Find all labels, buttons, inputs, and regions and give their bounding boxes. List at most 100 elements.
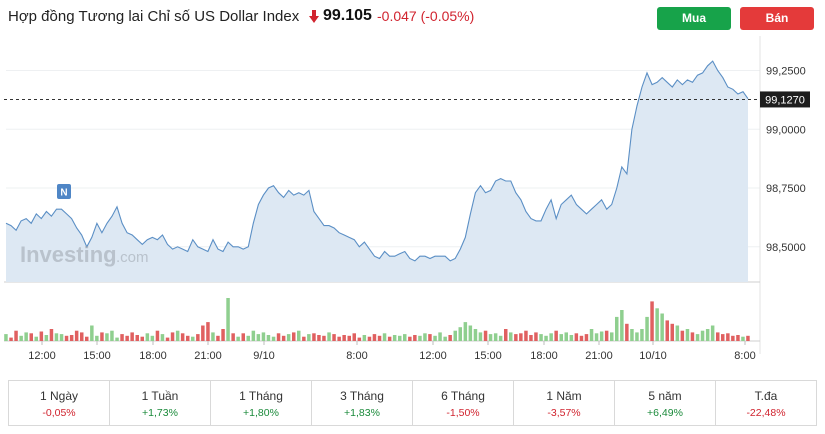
volume-bar: [312, 333, 316, 341]
volume-bar: [675, 325, 680, 341]
volume-bar: [746, 335, 750, 341]
volume-bar: [493, 333, 498, 341]
x-tick-label: 21:00: [585, 350, 613, 362]
performance-bar: 1 Ngày -0,05% 1 Tuần +1,73% 1 Tháng +1,80% …: [8, 380, 817, 426]
volume-bar: [271, 336, 276, 341]
y-tick-label: 98,5000: [766, 242, 806, 254]
volume-bar: [665, 320, 669, 341]
volume-bar: [392, 335, 397, 341]
volume-bar: [710, 325, 715, 341]
y-tick-label: 98,7500: [766, 183, 806, 195]
volume-bar: [85, 336, 89, 341]
volume-bar: [660, 313, 664, 341]
volume-bar: [645, 316, 649, 341]
period-label: 3 Tháng: [340, 389, 384, 403]
volume-bar: [286, 334, 291, 341]
period-value: -22,48%: [746, 407, 786, 419]
volume-bar: [615, 316, 619, 341]
volume-bar: [458, 327, 462, 341]
period-max[interactable]: T.đa -22,48%: [716, 381, 816, 425]
sell-button[interactable]: Bán: [740, 7, 814, 30]
period-6-months[interactable]: 6 Tháng -1,50%: [413, 381, 514, 425]
volume-bar: [741, 336, 745, 341]
volume-bar: [423, 333, 427, 341]
volume-bar: [700, 330, 705, 341]
news-marker[interactable]: N: [57, 184, 71, 199]
volume-bar: [584, 334, 589, 341]
volume-bar: [589, 329, 594, 341]
volume-bar: [130, 332, 134, 341]
period-1-week[interactable]: 1 Tuần +1,73%: [110, 381, 211, 425]
volume-bar: [640, 329, 644, 341]
volume-bar: [24, 332, 28, 341]
volume-bar: [276, 333, 281, 341]
period-5-years[interactable]: 5 năm +6,49%: [615, 381, 716, 425]
period-3-months[interactable]: 3 Tháng +1,83%: [312, 381, 413, 425]
volume-bar: [145, 333, 150, 341]
period-value: +1,73%: [142, 407, 178, 419]
period-1-month[interactable]: 1 Tháng +1,80%: [211, 381, 312, 425]
volume-bar: [125, 335, 129, 341]
arrow-down-icon: [309, 10, 319, 23]
price-line: [5, 60, 749, 262]
volume-bar: [302, 336, 306, 341]
period-label: 1 Năm: [546, 389, 582, 403]
volume-bar: [251, 330, 256, 341]
period-1-year[interactable]: 1 Năm -3,57%: [514, 381, 615, 425]
period-1-day[interactable]: 1 Ngày -0,05%: [9, 381, 110, 425]
volume-bar: [539, 334, 543, 341]
volume-bar: [721, 334, 725, 341]
volume-bar: [29, 333, 33, 341]
price-area: [6, 61, 748, 282]
period-value: -0,05%: [42, 407, 76, 419]
volume-bar: [19, 335, 23, 341]
volume-bar: [514, 334, 518, 341]
volume-bar: [100, 332, 104, 341]
volume-bar: [186, 335, 190, 341]
volume-bar: [544, 335, 548, 341]
volume-bar: [327, 332, 331, 341]
volume-bar: [337, 336, 341, 341]
period-value: -1,50%: [446, 407, 480, 419]
volume-bar: [110, 330, 114, 341]
volume-bar: [625, 323, 629, 341]
volume-bar: [690, 332, 695, 341]
x-axis: 12:00 15:00 18:00 21:00 9/10 8:00 12:00 15:00 18…: [28, 341, 756, 362]
volume-bar: [64, 335, 69, 341]
volume-bar: [44, 335, 49, 341]
volume-bar: [69, 335, 74, 341]
price-change: -0.047 (-0.05%): [377, 8, 474, 24]
volume-bar: [685, 329, 690, 341]
volume-bar: [221, 329, 225, 341]
x-tick-label: 12:00: [28, 350, 56, 362]
volume-bar: [9, 337, 13, 341]
period-label: 1 Ngày: [39, 389, 79, 403]
volume-bar: [256, 334, 261, 341]
volume-bar: [206, 322, 210, 341]
volume-bar: [332, 334, 336, 341]
volume-bar: [150, 335, 155, 341]
volume-bar: [569, 335, 574, 341]
volume-bar: [468, 325, 473, 341]
volume-bar: [635, 332, 639, 341]
volume-bar: [418, 335, 422, 341]
period-value: +1,83%: [344, 407, 380, 419]
volume-bar: [443, 336, 447, 341]
period-value: +6,49%: [647, 407, 683, 419]
volume-bar: [438, 332, 442, 341]
volume-bar: [483, 330, 488, 341]
volume-bar: [4, 334, 8, 341]
volume-bar: [155, 330, 160, 341]
watermark-text: Investing: [20, 242, 117, 267]
buy-button[interactable]: Mua: [657, 7, 731, 30]
volume-bar: [90, 325, 94, 341]
volume-bar: [655, 308, 659, 341]
volume-bar: [95, 335, 99, 341]
period-label: 1 Tuần: [141, 389, 179, 403]
price-chart[interactable]: Investing .com N 99,2500 99,0000 98,7500 98…: [0, 36, 825, 372]
volume-bar: [534, 332, 538, 341]
volume-bar: [175, 330, 180, 341]
volume-bar: [74, 330, 79, 341]
volume-bar: [216, 335, 220, 341]
volume-bar: [428, 334, 432, 341]
